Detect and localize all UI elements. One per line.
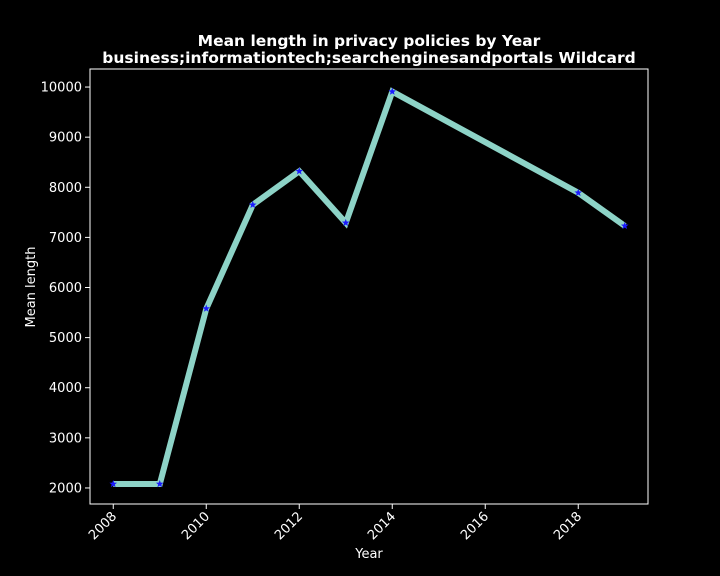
data-point-marker: [202, 304, 211, 312]
y-tick-label: 5000: [49, 331, 82, 346]
chart-subtitle: business;informationtech;searchenginesan…: [102, 49, 635, 67]
series-line: [113, 87, 627, 487]
x-axis: 2008 2010 2012 2014 2016 2018: [86, 504, 585, 543]
data-point-marker: [341, 218, 350, 227]
y-tick-label: 6000: [49, 281, 82, 296]
y-tick-label: 10000: [41, 81, 82, 96]
x-tick-label: 2010: [179, 509, 213, 543]
y-tick-label: 4000: [49, 381, 82, 396]
x-tick-label: 2016: [458, 509, 492, 543]
series-markers: [109, 87, 629, 488]
plot-area-frame: [89, 68, 649, 505]
y-tick-label: 2000: [49, 481, 82, 496]
x-tick-label: 2008: [86, 509, 120, 543]
x-tick-label: 2014: [365, 509, 399, 543]
y-tick-label: 7000: [49, 231, 82, 246]
chart-title: Mean length in privacy policies by Year: [198, 32, 541, 50]
x-axis-label: Year: [354, 547, 383, 562]
data-point-marker: [388, 87, 397, 95]
data-point-marker: [574, 188, 583, 197]
y-axis-label: Mean length: [24, 247, 39, 328]
y-tick-label: 8000: [49, 181, 82, 196]
data-point-marker: [109, 479, 118, 488]
x-tick-label: 2018: [551, 509, 585, 543]
data-point-marker: [248, 200, 257, 209]
data-point-marker: [155, 479, 164, 488]
y-tick-label: 9000: [49, 131, 82, 146]
y-axis: 2000 3000 4000 5000 6000 7000 8000 9000 10000: [41, 81, 90, 496]
y-tick-label: 3000: [49, 431, 82, 446]
data-point-marker: [620, 221, 629, 230]
data-point-marker: [295, 167, 304, 175]
x-tick-label: 2012: [272, 509, 306, 543]
